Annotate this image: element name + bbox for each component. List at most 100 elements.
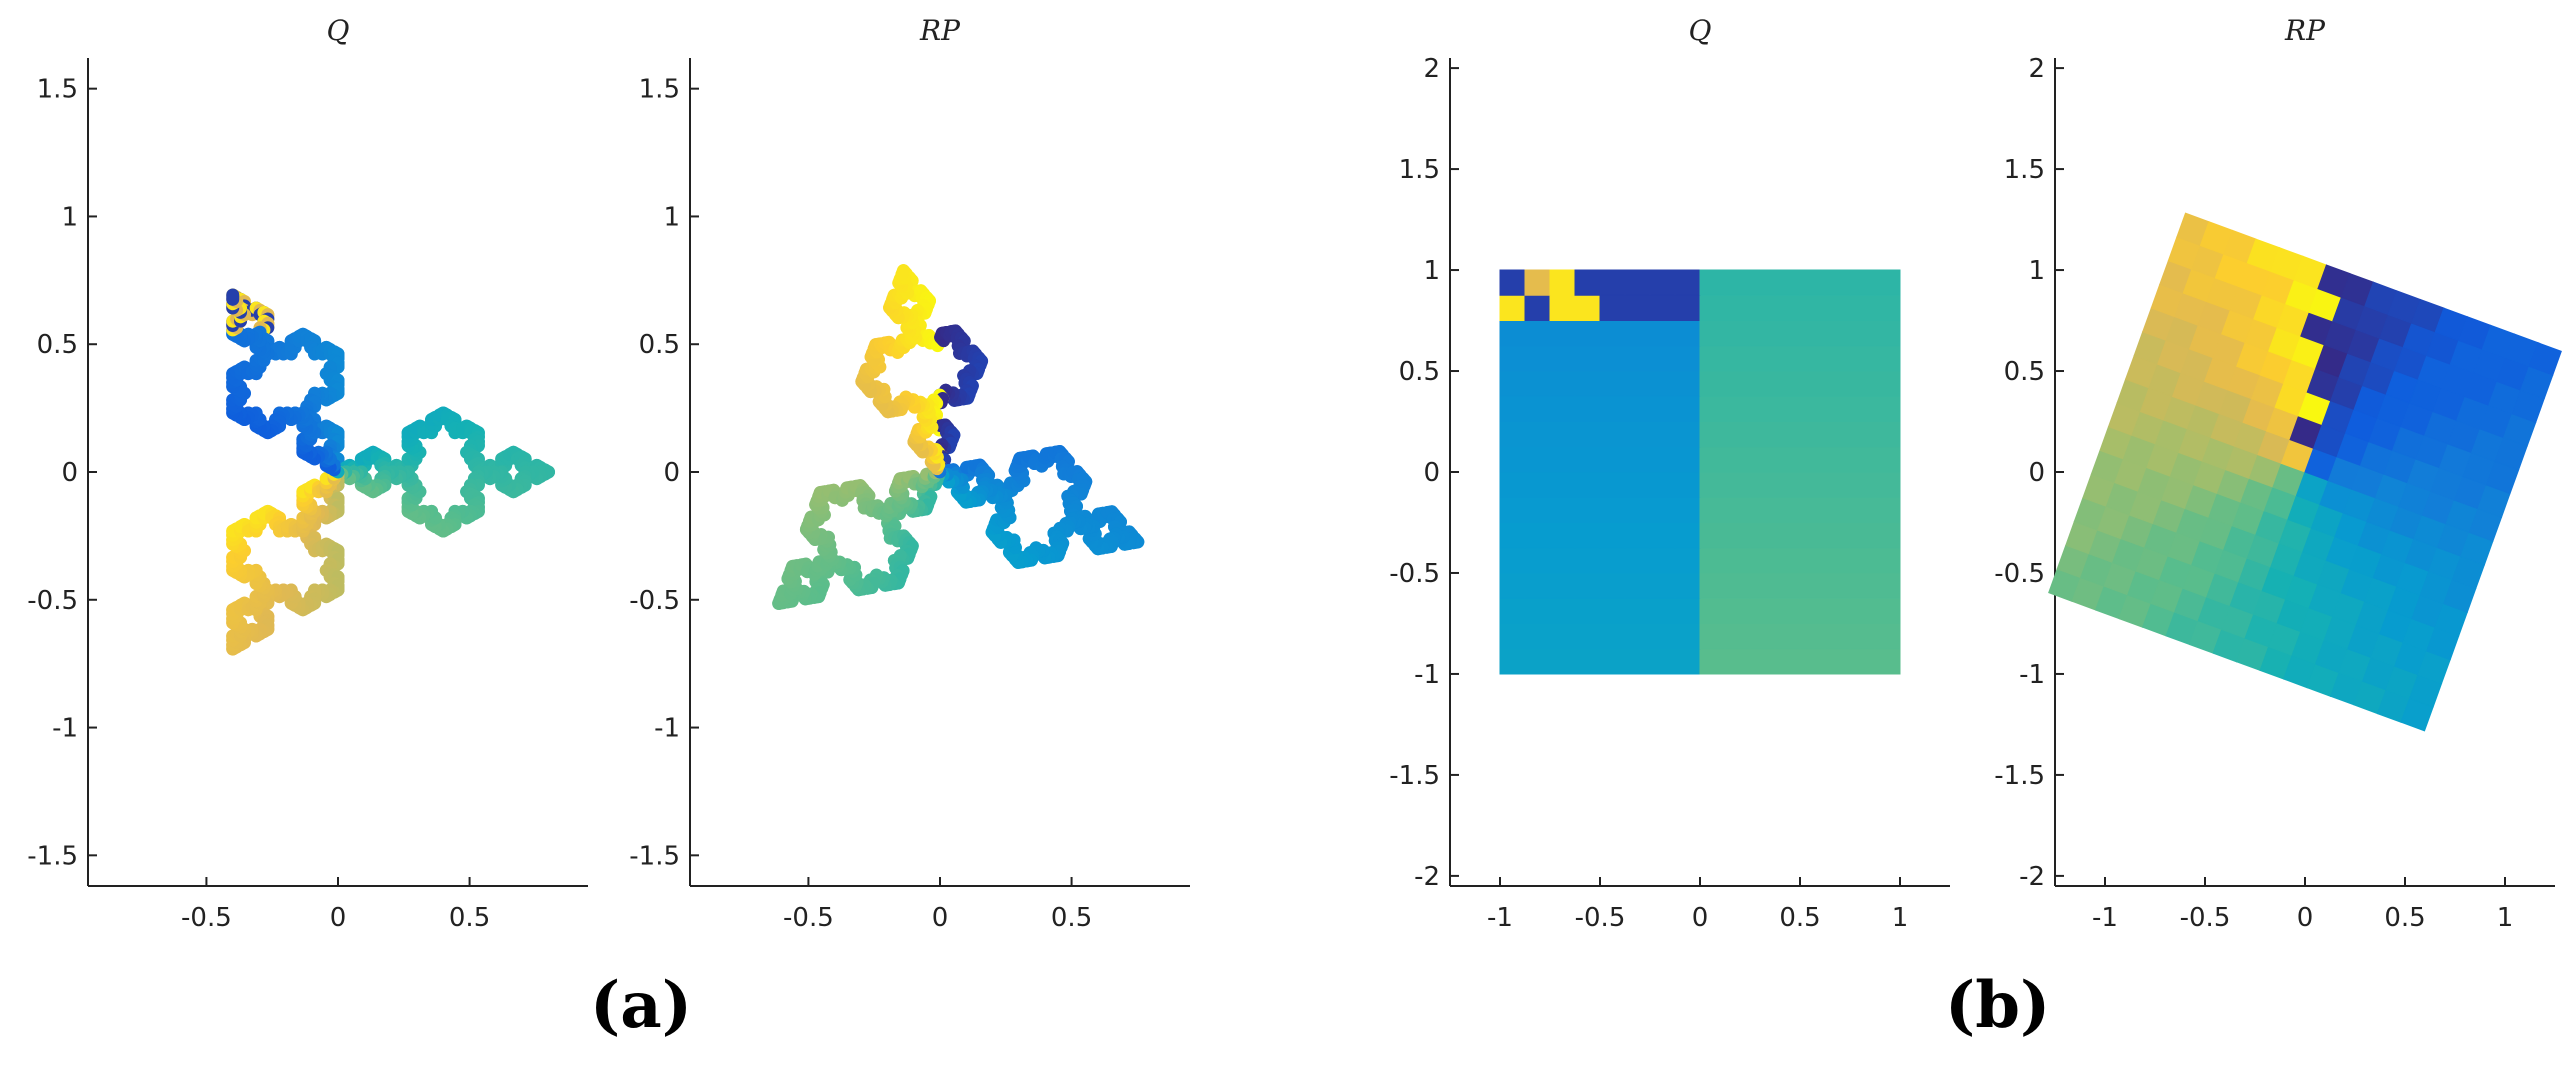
square-cell [1524, 572, 1551, 599]
square-cell [1724, 320, 1751, 347]
square-cell [1599, 395, 1626, 422]
square-cell [1499, 395, 1526, 422]
square-cell [1824, 421, 1851, 448]
square-cell [1574, 648, 1601, 675]
x-tick-label: 0.5 [1051, 903, 1092, 933]
square-cell [1699, 395, 1726, 422]
square-cell [1599, 648, 1626, 675]
square-cell [1874, 320, 1901, 347]
square-cell [1574, 623, 1601, 650]
square-cell [1799, 320, 1826, 347]
y-tick-label: -1.5 [1389, 761, 1440, 791]
square-cell [1849, 446, 1876, 473]
square-cell [1774, 269, 1801, 296]
square-cell [1624, 446, 1651, 473]
square-cell [1724, 345, 1751, 372]
y-tick-label: 1.5 [2004, 155, 2045, 185]
axes-0: -1.5 -1 -0.5 0 0.5 1 1.5 -0.5 0 0.5 Q [27, 14, 588, 933]
square-cell [1574, 572, 1601, 599]
x-tick-label: -0.5 [181, 903, 232, 933]
axes-title: Q [327, 14, 350, 47]
square-cell [1649, 648, 1676, 675]
square-cell [1749, 320, 1776, 347]
square-cell [1674, 446, 1701, 473]
square-cell [1674, 370, 1701, 397]
y-tick-label: -0.5 [1389, 559, 1440, 589]
square-cell [1549, 597, 1576, 624]
square-cell [1774, 421, 1801, 448]
square-cell [1574, 522, 1601, 549]
square-cell [1799, 446, 1826, 473]
square-cell [1699, 471, 1726, 498]
square-cell [1774, 471, 1801, 498]
square-cell [1699, 648, 1726, 675]
square-cell [1674, 269, 1701, 296]
square-cell [1824, 522, 1851, 549]
square-cell [1774, 370, 1801, 397]
square-cell [1774, 597, 1801, 624]
square-cell [1799, 370, 1826, 397]
square-cell [1674, 648, 1701, 675]
square-cell [1774, 547, 1801, 574]
y-tick-label: -1.5 [1994, 761, 2045, 791]
square-cell [1849, 471, 1876, 498]
square-cell [1524, 522, 1551, 549]
square-cell [1849, 496, 1876, 523]
axes-1: -1.5 -1 -0.5 0 0.5 1 1.5 -0.5 0 0.5 RP [629, 14, 1190, 933]
square-cell [1624, 623, 1651, 650]
square-cell [1524, 496, 1551, 523]
y-tick-label: 0.5 [37, 330, 78, 360]
square-cell [1824, 345, 1851, 372]
y-tick-label: -1.5 [629, 841, 680, 871]
square-cell [1699, 370, 1726, 397]
square-cell [1574, 547, 1601, 574]
square-cell [1724, 496, 1751, 523]
square-cell [1799, 345, 1826, 372]
square-cell [1524, 345, 1551, 372]
square-cell [1499, 496, 1526, 523]
square-cell [1674, 496, 1701, 523]
square-cell [1849, 522, 1876, 549]
square-cell [1799, 522, 1826, 549]
square-cell [1574, 320, 1601, 347]
square-cell [1599, 597, 1626, 624]
square-cell [1824, 446, 1851, 473]
square-cell [1724, 421, 1751, 448]
square-cell [1599, 269, 1626, 296]
square-cell [1849, 345, 1876, 372]
square-cell [1574, 269, 1601, 296]
square-cell [1824, 597, 1851, 624]
square-cell [1624, 370, 1651, 397]
square-cell [1874, 345, 1901, 372]
square-cell [1849, 370, 1876, 397]
square-cell [1699, 421, 1726, 448]
square-cell [1524, 421, 1551, 448]
square-cell [1799, 269, 1826, 296]
square-cell [1774, 395, 1801, 422]
square-cell [1849, 421, 1876, 448]
square-cell [1824, 370, 1851, 397]
square-cell [1799, 496, 1826, 523]
square-cell [1749, 547, 1776, 574]
x-tick-label: 0.5 [2384, 903, 2425, 933]
square-cell [1599, 446, 1626, 473]
square-cell [1574, 421, 1601, 448]
x-tick-label: -0.5 [1575, 903, 1626, 933]
x-tick-label: 0 [2297, 903, 2314, 933]
y-tick-label: 1 [663, 202, 680, 232]
square-cell [1549, 395, 1576, 422]
square-cell [1574, 471, 1601, 498]
square-cell [1799, 547, 1826, 574]
square-cell [1749, 572, 1776, 599]
square-cell [1799, 395, 1826, 422]
square-cell [1824, 269, 1851, 296]
snowflake-points [772, 264, 1145, 610]
x-tick-label: -0.5 [2180, 903, 2231, 933]
square-cell [1699, 496, 1726, 523]
square-cell [1599, 496, 1626, 523]
square-cell [1499, 648, 1526, 675]
x-tick-label: -1 [2092, 903, 2118, 933]
square-cell [1724, 294, 1751, 321]
square-cell [1849, 572, 1876, 599]
